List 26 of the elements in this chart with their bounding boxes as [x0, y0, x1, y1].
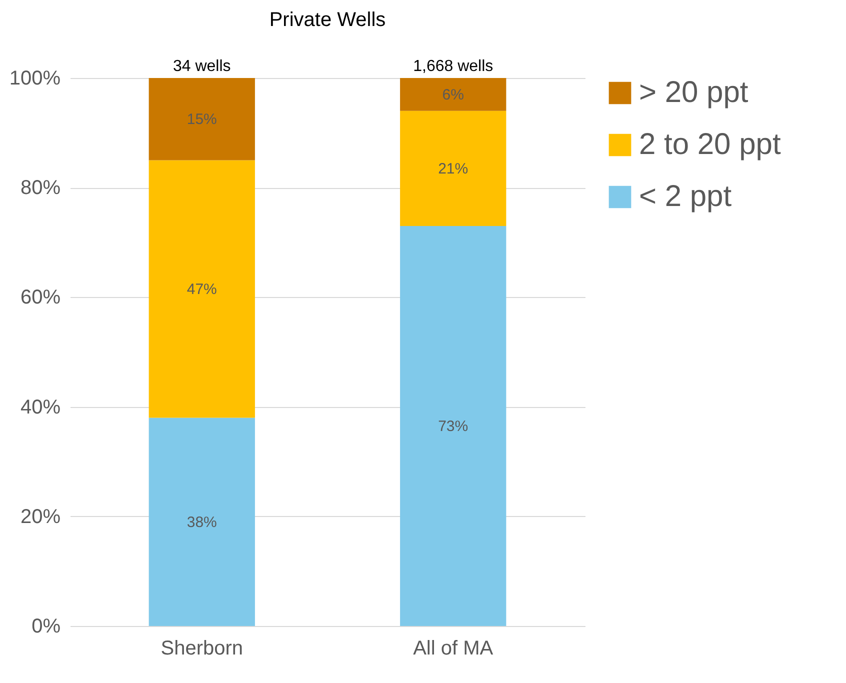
annotation: 1,668 wells [413, 58, 494, 75]
y-tick-label: 80% [20, 177, 61, 200]
y-tick-label: 60% [20, 286, 61, 309]
y-tick-label: 20% [20, 506, 61, 528]
data-label: 38% [186, 514, 217, 531]
bar [148, 160, 255, 418]
legend-label: < 2 ppt [639, 180, 732, 213]
chart-title: Private Wells [269, 9, 386, 31]
y-tick-label: 40% [20, 396, 61, 418]
x-tick-label: All of MA [413, 638, 494, 660]
bar [400, 78, 506, 111]
bar [148, 418, 255, 626]
x-tick-label: Sherborn [160, 638, 244, 660]
bar [148, 78, 255, 160]
data-label: 47% [186, 280, 217, 298]
bar [400, 110, 506, 226]
annotation: 34 wells [172, 58, 231, 75]
bar [400, 226, 506, 626]
data-label: 21% [438, 160, 468, 178]
y-tick-label: 0% [32, 616, 61, 638]
data-label: 73% [438, 418, 468, 435]
y-tick-label: 100% [9, 68, 61, 90]
legend-label: 2 to 20 ppt [639, 128, 782, 161]
legend-label: > 20 ppt [639, 76, 749, 109]
data-label: 6% [442, 86, 464, 104]
data-label: 15% [186, 111, 217, 128]
